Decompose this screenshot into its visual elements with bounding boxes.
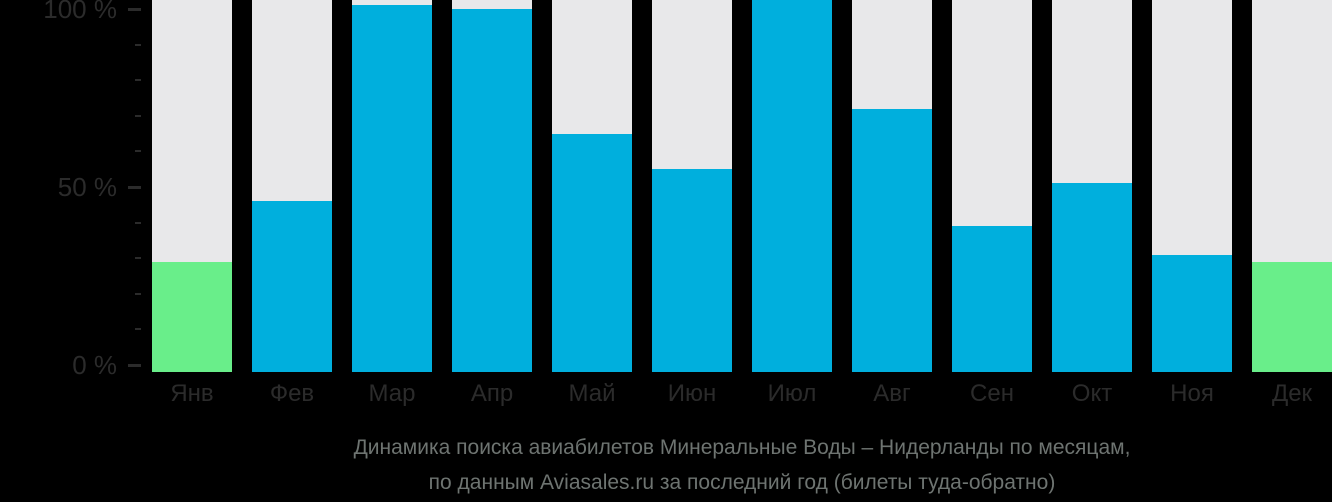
x-axis-label-feb: Фев [269,380,315,407]
bar-track-dec [1252,0,1332,372]
y-minor-tick-10 [135,328,141,331]
x-axis-label-dec: Дек [1271,380,1313,407]
chart-bar-apr [452,9,532,372]
y-minor-tick-60 [135,150,141,153]
chart-bar-may [552,134,632,372]
bar-track-jun [652,0,732,372]
x-axis-label-mar: Мар [368,380,416,407]
x-axis-label-sep: Сен [970,380,1014,407]
x-axis-label-jan: Янв [170,380,214,407]
x-axis-label-may: Май [568,380,616,407]
bar-track-jan [152,0,232,372]
chart-title-line-1: Динамика поиска авиабилетов Минеральные … [353,436,1131,459]
x-axis-label-apr: Апр [470,380,514,407]
y-minor-tick-30 [135,257,141,260]
y-major-tick-100 [128,7,141,11]
bar-track-apr [452,0,532,372]
y-minor-tick-90 [135,43,141,46]
y-major-tick-50 [128,185,141,189]
chart-bar-feb [252,201,332,372]
chart-bar-oct [1052,183,1132,372]
chart-bar-dec [1252,262,1332,372]
bar-track-jul [752,0,832,372]
x-axis-label-oct: Окт [1071,380,1113,407]
bar-track-oct [1052,0,1132,372]
y-minor-tick-70 [135,114,141,117]
y-axis-label-0: 0 % [72,350,117,380]
bar-track-mar [352,0,432,372]
chart-title-line-2: по данным Aviasales.ru за последний год … [428,471,1056,494]
chart-bar-jul [752,0,832,372]
chart-bar-jun [652,169,732,372]
y-minor-tick-80 [135,79,141,82]
bar-track-feb [252,0,332,372]
y-major-tick-0 [128,363,141,367]
chart-bar-sep [952,226,1032,372]
x-axis-label-aug: Авг [873,380,911,407]
bar-track-aug [852,0,932,372]
chart-bar-mar [352,5,432,372]
x-axis-label-jul: Июл [767,380,817,407]
chart-title: Динамика поиска авиабилетов Минеральные … [152,430,1332,500]
bar-track-may [552,0,632,372]
x-axis-labels: Янв Фев Мар Апр Май Июн Июл Авг Сен Окт Ноя Дек [152,380,1332,408]
y-minor-tick-40 [135,221,141,224]
y-axis: 100 % 50 % 0 % [0,0,152,379]
bar-track-sep [952,0,1032,372]
plot-area [152,0,1332,372]
y-axis-label-100: 100 % [43,0,117,24]
x-axis-label-jun: Июн [667,380,717,407]
chart-bar-jan [152,262,232,372]
chart-bar-aug [852,109,932,372]
x-axis-label-nov: Ноя [1170,380,1214,407]
bar-track-nov [1152,0,1232,372]
y-minor-tick-20 [135,292,141,295]
y-axis-label-50: 50 % [57,172,117,202]
chart-bar-nov [1152,255,1232,372]
